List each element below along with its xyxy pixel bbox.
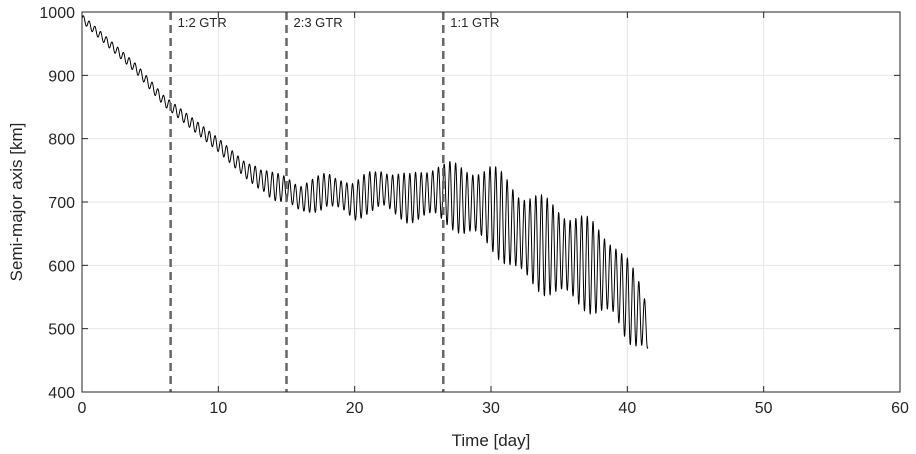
x-tick-label: 40 bbox=[618, 400, 636, 417]
y-tick-label: 800 bbox=[48, 132, 75, 149]
y-axis-title: Semi-major axis [km] bbox=[7, 123, 26, 282]
tick-group: 0 10 20 30 40 50 60 400 500 600 700 800 900 1000 bbox=[39, 5, 909, 417]
x-tick-label: 10 bbox=[209, 400, 227, 417]
x-tick-label: 30 bbox=[482, 400, 500, 417]
y-tick-label: 500 bbox=[48, 322, 75, 339]
marker-label: 1:1 GTR bbox=[450, 15, 499, 30]
marker-label: 1:2 GTR bbox=[178, 15, 227, 30]
y-tick-label: 400 bbox=[48, 385, 75, 402]
series-group bbox=[81, 15, 649, 349]
y-tick-label: 600 bbox=[48, 258, 75, 275]
x-axis-title: Time [day] bbox=[452, 431, 531, 450]
marker-lines: 1:2 GTR 2:3 GTR 1:1 GTR bbox=[169, 12, 499, 392]
y-tick-label: 700 bbox=[48, 195, 75, 212]
x-tick-label: 50 bbox=[755, 400, 773, 417]
x-tick-label: 20 bbox=[346, 400, 364, 417]
y-tick-label: 900 bbox=[48, 68, 75, 85]
y-tick-label: 1000 bbox=[39, 5, 75, 22]
x-tick-label: 60 bbox=[891, 400, 909, 417]
marker-label: 2:3 GTR bbox=[294, 15, 343, 30]
x-tick-label: 0 bbox=[78, 400, 87, 417]
series-line bbox=[81, 15, 649, 349]
